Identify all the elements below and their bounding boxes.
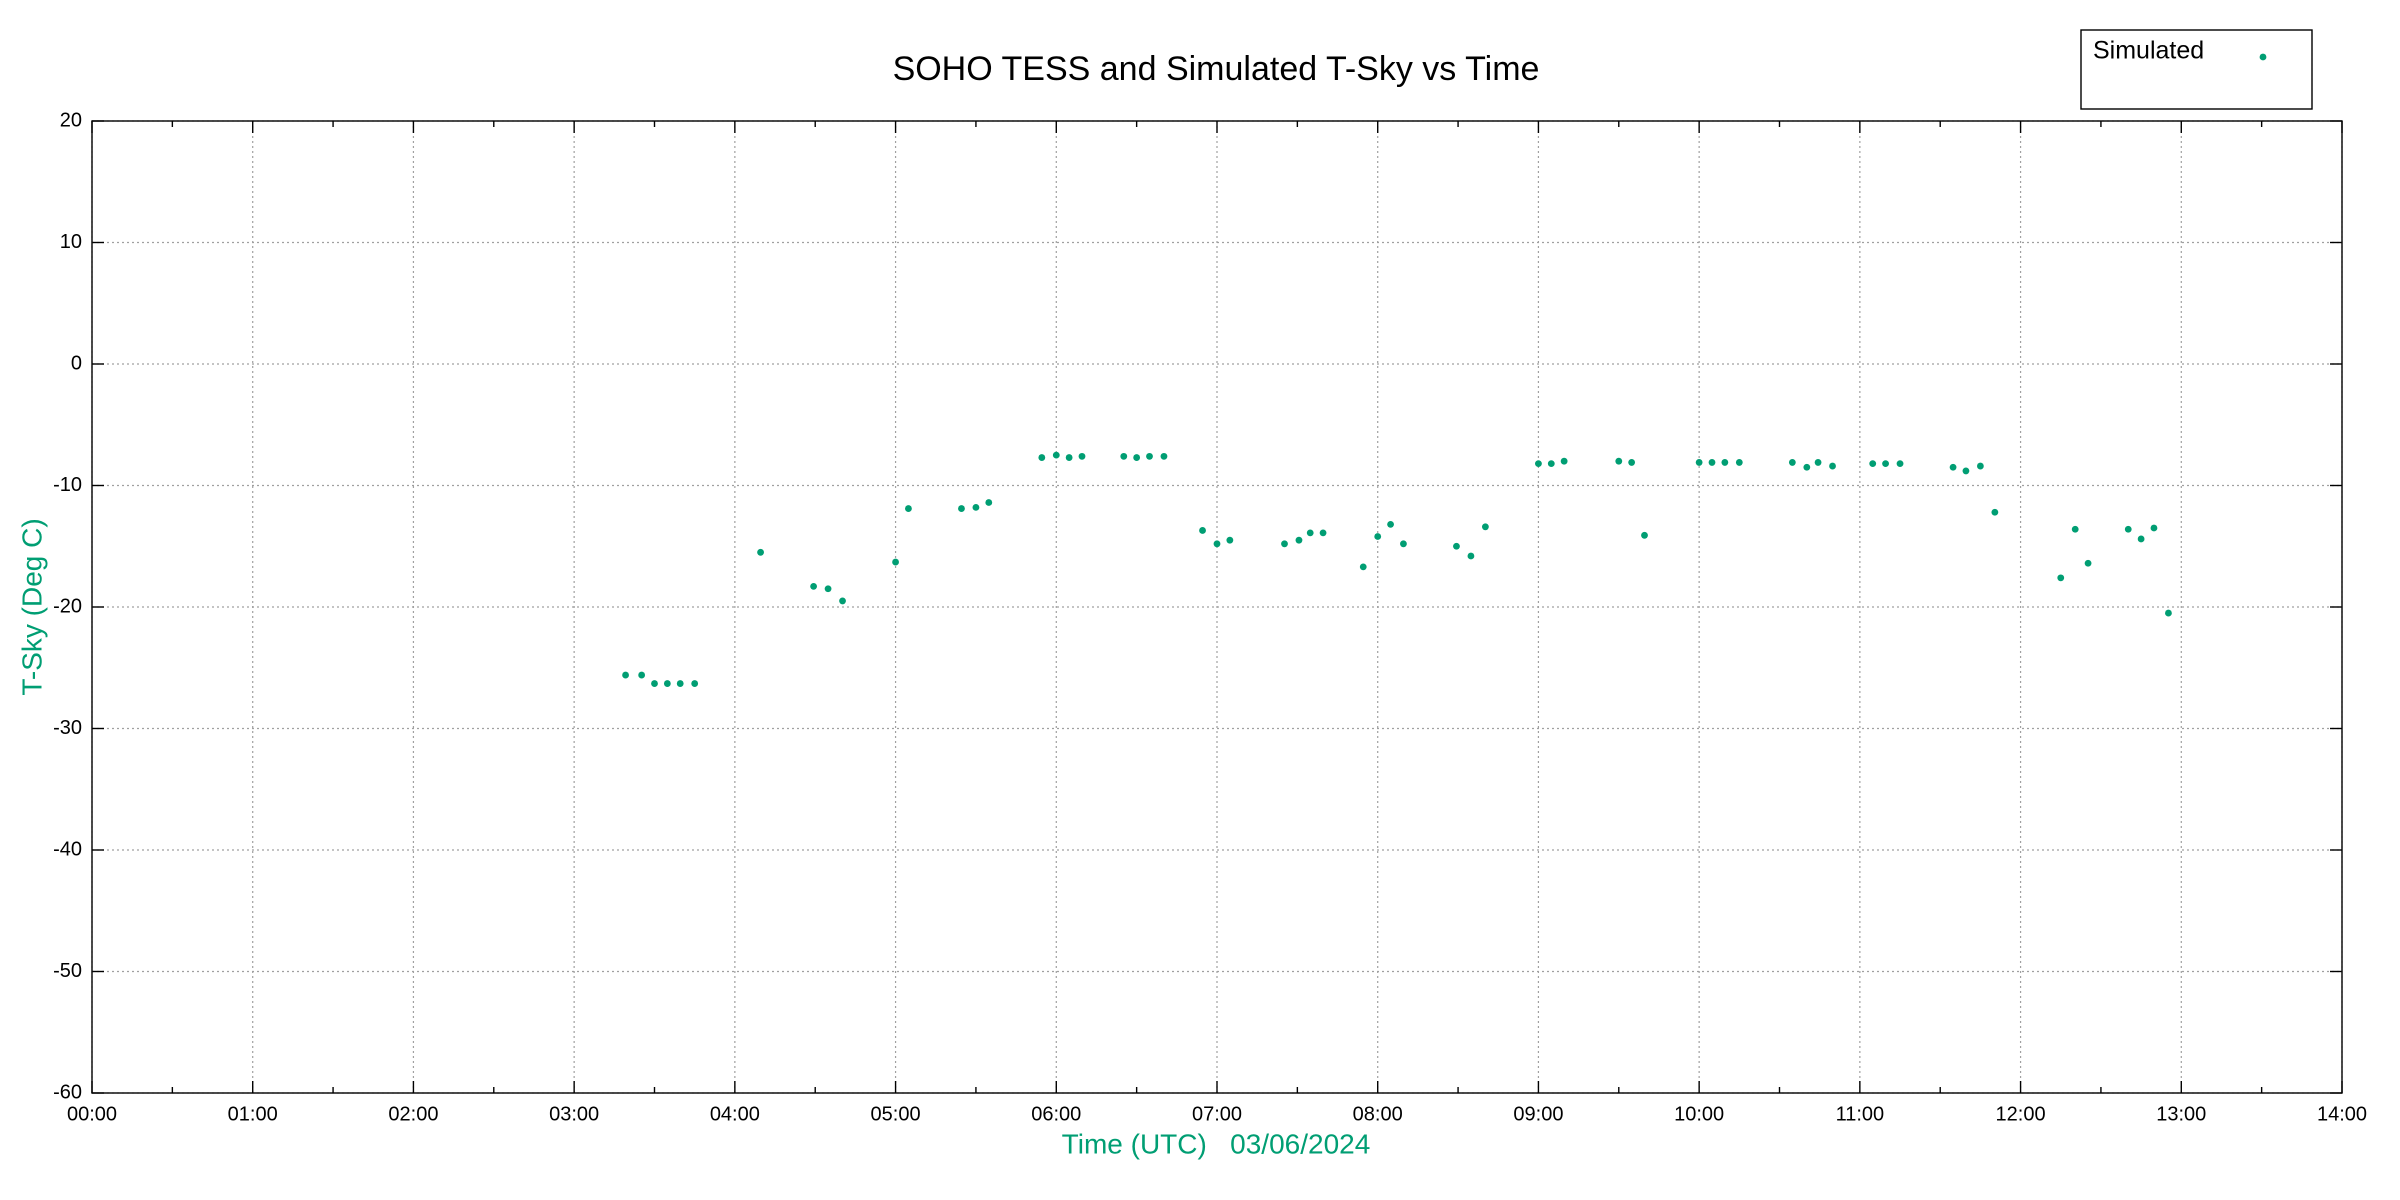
point [839,597,846,605]
x-tick-label: 02:00 [388,1103,438,1125]
point [958,505,965,512]
point [1295,536,1303,544]
point [1052,451,1060,459]
point [1374,533,1382,540]
point [691,680,699,687]
point [1065,454,1073,461]
point [1400,540,1407,548]
point [1814,459,1822,466]
legend-label: Simulated [2093,37,2204,65]
point [1976,462,1984,470]
point [1359,563,1367,571]
y-tick-label: -10 [53,474,82,496]
x-axis-label: Time (UTC) 03/06/2024 [1062,1128,1371,1159]
legend-marker [2259,53,2267,61]
point [676,680,684,687]
point [1319,529,1327,537]
point [638,671,646,679]
y-tick-label: -50 [53,960,82,982]
point [1829,462,1836,470]
x-tick-label: 05:00 [871,1103,921,1125]
point [972,503,980,511]
point [1788,459,1796,466]
x-tick-label: 06:00 [1031,1103,1081,1125]
point [1615,457,1623,465]
y-tick-label: -40 [53,838,82,860]
point [757,548,764,556]
point [1869,460,1877,468]
y-tick-label: -20 [53,595,82,617]
point [2124,525,2132,533]
x-tick-label: 00:00 [67,1103,117,1125]
point [1481,523,1489,531]
x-tick-label: 01:00 [228,1103,278,1125]
point [892,558,899,566]
point [1160,452,1168,460]
point [1547,460,1555,468]
point [2165,609,2172,617]
y-tick-label: -30 [53,717,82,739]
point [1453,542,1460,550]
point [1695,459,1703,466]
x-tick-label: 13:00 [2156,1103,2206,1125]
x-tick-label: 04:00 [710,1103,760,1125]
point [2071,525,2079,533]
point [1467,552,1475,560]
x-tick-label: 08:00 [1353,1103,1403,1125]
point [1306,529,1314,537]
point [1708,459,1716,466]
point [1146,452,1153,460]
point [1078,452,1086,460]
x-tick-label: 10:00 [1674,1103,1724,1125]
point [1735,459,1743,466]
point [1038,454,1046,461]
point [1120,452,1128,460]
legend-box [2080,29,2313,110]
point [1226,536,1234,544]
x-tick-label: 07:00 [1192,1103,1242,1125]
point [1896,460,1904,468]
point [1133,454,1141,461]
point [1387,520,1394,528]
chart-title: SOHO TESS and Simulated T-Sky vs Time [893,50,1540,88]
point [2137,535,2145,543]
x-tick-label: 11:00 [1836,1103,1885,1125]
x-tick-label: 03:00 [549,1103,599,1125]
y-tick-label: 20 [60,109,82,131]
point [1560,457,1568,465]
y-tick-label: -60 [53,1081,82,1103]
point [1641,531,1648,539]
point [1199,527,1206,534]
point [622,671,629,679]
point [1628,459,1636,466]
point [810,582,818,590]
point [2084,559,2092,567]
x-tick-label: 14:00 [2317,1103,2367,1125]
point [1535,460,1542,468]
point [985,499,993,506]
x-tick-label: 09:00 [1513,1103,1563,1125]
point [1882,460,1889,468]
point [2057,574,2065,582]
point [1281,540,1288,548]
point [651,680,658,687]
y-tick-label: 0 [71,352,82,374]
point [1803,463,1811,471]
point [1213,540,1221,548]
y-tick-label: 10 [60,231,82,253]
point [1991,508,1999,516]
x-tick-label: 12:00 [1996,1103,2046,1125]
point [1949,463,1957,471]
point [2150,524,2158,532]
point [1962,467,1970,475]
point [1721,459,1729,466]
point [663,680,671,687]
point [905,505,912,512]
y-axis-label: T-Sky (Deg C) [16,518,47,695]
point [824,585,832,593]
plot-frame [91,120,2343,1094]
